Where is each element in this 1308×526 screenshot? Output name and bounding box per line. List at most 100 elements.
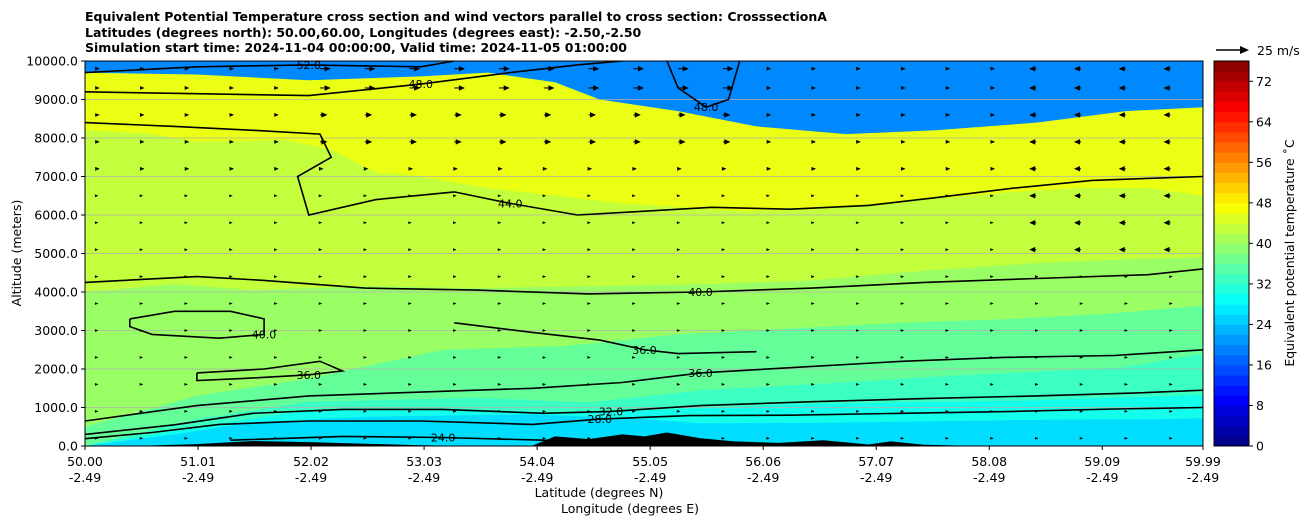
wind-vector-head bbox=[273, 302, 278, 305]
colorbar-segment bbox=[1214, 425, 1249, 437]
wind-vector-head bbox=[94, 302, 99, 305]
wind-vector-head bbox=[318, 409, 323, 413]
wind-vector-head bbox=[990, 248, 994, 252]
colorbar-tick-label: 40 bbox=[1256, 236, 1272, 251]
wind-vector-head bbox=[900, 66, 906, 71]
colorbar-segment bbox=[1214, 283, 1249, 295]
x-tick-label-lat: 53.03 bbox=[406, 454, 442, 469]
wind-vector-head bbox=[229, 356, 233, 359]
wind-vector-head bbox=[408, 329, 412, 332]
wind-vector-head bbox=[1163, 246, 1170, 253]
wind-vector-head bbox=[408, 275, 412, 278]
wind-vector-head bbox=[945, 436, 949, 440]
wind-vector-head bbox=[408, 194, 412, 198]
wind-vector-head bbox=[273, 436, 278, 440]
wind-vector-head bbox=[587, 409, 591, 413]
wind-vector-head bbox=[990, 66, 995, 71]
wind-vector-head bbox=[945, 166, 951, 171]
x-tick-label-lon: -2.49 bbox=[973, 470, 1005, 485]
wind-vector-head bbox=[453, 409, 457, 413]
wind-vector-head bbox=[229, 112, 234, 117]
wind-vector-head bbox=[229, 166, 234, 171]
wind-vector-head bbox=[990, 356, 994, 359]
wind-vector-head bbox=[1074, 246, 1081, 253]
wind-vector-head bbox=[855, 329, 860, 332]
colorbar-segment bbox=[1214, 294, 1249, 305]
y-tick-label: 9000.0 bbox=[34, 92, 78, 107]
wind-vector-head bbox=[410, 139, 417, 145]
wind-vector-head bbox=[1034, 356, 1039, 359]
wind-vector-head bbox=[139, 86, 145, 90]
wind-vector-head bbox=[900, 302, 905, 305]
contour-line bbox=[196, 360, 346, 382]
wind-vector-head bbox=[1124, 302, 1128, 305]
wind-vector-head bbox=[95, 139, 100, 144]
wind-vector-head bbox=[1074, 65, 1081, 72]
wind-vector-head bbox=[1163, 112, 1170, 118]
wind-vector-head bbox=[184, 356, 188, 359]
wind-vector-head bbox=[95, 66, 100, 71]
colorbar-segment bbox=[1214, 81, 1249, 92]
wind-vector-head bbox=[458, 65, 465, 72]
colorbar-tick-label: 16 bbox=[1256, 357, 1272, 372]
wind-vector-head bbox=[273, 383, 278, 386]
wind-vector-head bbox=[766, 409, 770, 413]
wind-vector-head bbox=[497, 248, 502, 252]
wind-vector-head bbox=[184, 139, 190, 144]
colorbar-segment bbox=[1214, 121, 1249, 133]
wind-vector-head bbox=[318, 275, 323, 278]
wind-vector-head bbox=[229, 329, 233, 332]
wind-vector-head bbox=[1124, 409, 1128, 413]
wind-vector-head bbox=[453, 275, 457, 278]
wind-scale-key: 25 m/s bbox=[1216, 43, 1300, 58]
y-tick-label: 8000.0 bbox=[34, 131, 78, 146]
wind-vector-head bbox=[676, 248, 681, 252]
colorbar-segment bbox=[1214, 273, 1249, 285]
colorbar-segment bbox=[1214, 192, 1249, 204]
wind-vector-head bbox=[498, 166, 503, 171]
wind-vector-head bbox=[990, 139, 995, 144]
x-tick-label-lat: 59.99 bbox=[1185, 454, 1221, 469]
wind-vector-head bbox=[497, 409, 502, 413]
wind-vector-head bbox=[1079, 409, 1084, 413]
wind-vector-head bbox=[229, 248, 233, 252]
wind-vector-head bbox=[94, 436, 99, 440]
wind-vector-head bbox=[634, 139, 641, 145]
y-axis-label: Altitude (meters) bbox=[9, 200, 24, 307]
wind-vector-head bbox=[1074, 85, 1081, 91]
wind-vector-head bbox=[900, 436, 905, 440]
wind-vector-head bbox=[856, 66, 861, 71]
wind-vector-head bbox=[497, 194, 502, 198]
wind-vector-head bbox=[408, 356, 412, 359]
wind-vector-head bbox=[318, 248, 323, 252]
wind-vector-head bbox=[363, 194, 367, 198]
wind-vector-head bbox=[500, 112, 507, 118]
wind-vector-head bbox=[1029, 166, 1036, 172]
wind-vector-head bbox=[1118, 139, 1125, 145]
wind-vector-head bbox=[721, 329, 726, 332]
wind-vector-head bbox=[1118, 85, 1125, 91]
wind-vector-head bbox=[1074, 219, 1081, 226]
wind-vector-head bbox=[676, 436, 681, 440]
wind-vector-head bbox=[855, 409, 860, 413]
wind-vector-head bbox=[318, 329, 323, 332]
wind-vector-head bbox=[945, 139, 951, 144]
wind-vector-head bbox=[900, 166, 906, 171]
chart-title: Equivalent Potential Temperature cross s… bbox=[85, 9, 827, 56]
wind-vector-head bbox=[1169, 409, 1173, 413]
wind-vector-head bbox=[677, 166, 682, 171]
wind-vector-head bbox=[1163, 139, 1170, 145]
wind-vector-head bbox=[811, 302, 815, 305]
wind-vector-head bbox=[1163, 193, 1170, 199]
wind-vector-head bbox=[1029, 246, 1036, 253]
wind-vector-head bbox=[324, 65, 331, 72]
wind-vector-head bbox=[273, 409, 278, 413]
wind-vector-head bbox=[363, 409, 367, 413]
wind-vector-head bbox=[766, 436, 770, 440]
wind-vector-head bbox=[676, 383, 681, 386]
wind-vector-head bbox=[95, 112, 100, 117]
wind-vector-head bbox=[184, 436, 188, 440]
x-tick-label-lat: 52.02 bbox=[293, 454, 329, 469]
wind-vector-head bbox=[1118, 166, 1125, 172]
